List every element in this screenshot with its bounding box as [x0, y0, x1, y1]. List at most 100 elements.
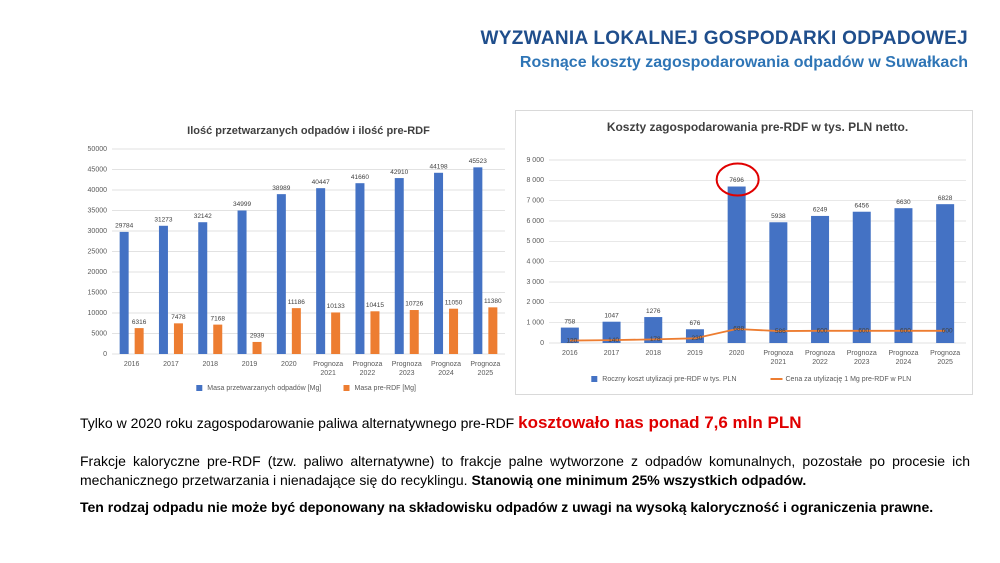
x-tick-label: 2020	[281, 361, 297, 368]
y-tick-label: 30000	[88, 228, 108, 235]
chart: Koszty zagospodarowania pre-RDF w tys. P…	[526, 120, 966, 383]
bar	[331, 312, 341, 354]
legend-label: Roczny koszt utylizacji pre-RDF w tys. P…	[602, 376, 736, 383]
bar	[488, 307, 498, 354]
y-tick-label: 3 000	[526, 279, 544, 286]
bar	[409, 310, 419, 354]
legend-label: Masa pre-RDF [Mg]	[355, 385, 417, 392]
bar	[894, 208, 913, 343]
paragraph: Frakcje kaloryczne pre-RDF (tzw. paliwo …	[80, 452, 970, 490]
data-label: 6828	[938, 195, 953, 202]
highlight-ellipse	[715, 162, 760, 197]
bar	[936, 204, 955, 343]
bar	[119, 231, 129, 354]
y-tick-label: 6 000	[526, 218, 544, 225]
legend-swatch	[196, 385, 203, 391]
data-label: 2939	[250, 333, 265, 340]
data-label: 44198	[430, 164, 448, 171]
bar	[134, 328, 144, 354]
data-label: 6630	[896, 199, 911, 206]
data-label: 11186	[288, 299, 305, 306]
data-label: 7696	[729, 177, 744, 184]
data-label: 676	[690, 320, 701, 327]
x-tick-label: Prognoza 2025	[470, 361, 501, 377]
y-tick-label: 7 000	[526, 198, 544, 205]
chart-panel: Koszty zagospodarowania pre-RDF w tys. P…	[515, 110, 973, 395]
bar	[276, 194, 286, 354]
chart-panel: Ilość przetwarzanych odpadów i ilość pre…	[80, 115, 515, 405]
data-label: 11380	[484, 298, 502, 305]
data-label: 10415	[366, 302, 384, 309]
data-label: 1276	[646, 308, 661, 315]
data-label: 178	[650, 336, 661, 343]
bar	[473, 167, 483, 354]
bar	[727, 186, 746, 343]
y-tick-label: 15000	[88, 289, 108, 296]
data-label: 120	[566, 337, 577, 344]
data-label: 1047	[604, 312, 619, 319]
paragraph: Ten rodzaj odpadu nie może być deponowan…	[80, 499, 934, 515]
data-label: 7478	[171, 314, 186, 321]
emphasis: kosztowało nas ponad 7,6 mln PLN	[518, 413, 802, 432]
x-tick-label: Prognoza 2022	[352, 361, 383, 377]
y-tick-label: 10000	[88, 310, 108, 317]
data-label: 34999	[233, 201, 251, 208]
x-tick-label: 2018	[202, 361, 219, 368]
line	[569, 328, 946, 342]
bar	[252, 341, 262, 354]
bar	[394, 178, 404, 354]
bar	[769, 222, 788, 343]
data-label: 10726	[405, 301, 423, 308]
bar	[173, 323, 183, 354]
data-label: 31273	[154, 216, 172, 223]
data-label: 6316	[132, 319, 147, 326]
chart: Ilość przetwarzanych odpadów i ilość pre…	[88, 125, 505, 392]
bar	[213, 324, 223, 354]
x-tick-label: Prognoza 2024	[431, 361, 462, 377]
y-tick-label: 50000	[88, 146, 108, 153]
y-tick-label: 35000	[88, 207, 108, 214]
y-tick-label: 1 000	[526, 320, 544, 327]
legend-swatch	[591, 376, 598, 382]
x-tick-label: 2018	[645, 350, 662, 357]
bar	[852, 211, 871, 343]
x-tick-label: 2020	[728, 350, 745, 357]
legend-swatch	[343, 385, 350, 391]
bar	[685, 329, 704, 343]
x-tick-label: 2019	[241, 361, 258, 368]
data-label: 586	[775, 328, 786, 335]
data-label: 758	[564, 318, 575, 325]
data-label: 140	[608, 337, 619, 344]
bar	[434, 172, 444, 354]
chart-title: Koszty zagospodarowania pre-RDF w tys. P…	[607, 120, 908, 134]
bar	[370, 311, 380, 354]
data-label: 38989	[272, 185, 290, 192]
bar	[355, 183, 365, 354]
bar	[602, 321, 621, 343]
y-tick-label: 40000	[88, 187, 108, 194]
y-tick-label: 2 000	[526, 299, 544, 306]
data-label: 10133	[327, 303, 345, 310]
bar	[644, 317, 663, 343]
data-label: 45523	[469, 158, 487, 165]
bar	[158, 225, 168, 354]
x-tick-label: 2016	[562, 350, 578, 357]
x-tick-label: Prognoza 2024	[888, 350, 919, 366]
x-tick-label: 2019	[687, 350, 703, 357]
legend-label: Cena za utylizację 1 Mg pre-RDF w PLN	[786, 376, 912, 383]
bar	[449, 308, 459, 354]
data-label: 230	[692, 335, 703, 342]
data-label: 6249	[813, 207, 828, 214]
y-tick-label: 8 000	[526, 177, 544, 184]
y-tick-label: 0	[103, 351, 107, 358]
y-tick-label: 4 000	[526, 259, 544, 266]
data-label: 29784	[115, 223, 133, 230]
y-tick-label: 5 000	[526, 238, 544, 245]
x-tick-label: Prognoza 2021	[313, 361, 344, 377]
bar	[316, 188, 326, 354]
y-tick-label: 0	[540, 340, 544, 347]
data-label: 600	[858, 328, 869, 335]
paragraph: Tylko w 2020 roku zagospodarowanie paliw…	[80, 413, 970, 433]
data-label: 600	[942, 328, 953, 335]
